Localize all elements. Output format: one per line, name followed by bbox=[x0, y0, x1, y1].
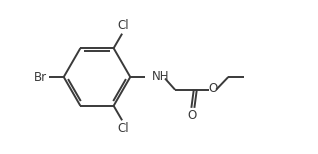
Text: O: O bbox=[187, 109, 196, 122]
Text: NH: NH bbox=[152, 70, 170, 83]
Text: Cl: Cl bbox=[117, 19, 129, 32]
Text: Cl: Cl bbox=[117, 122, 129, 135]
Text: Br: Br bbox=[34, 71, 47, 83]
Text: O: O bbox=[208, 82, 217, 95]
